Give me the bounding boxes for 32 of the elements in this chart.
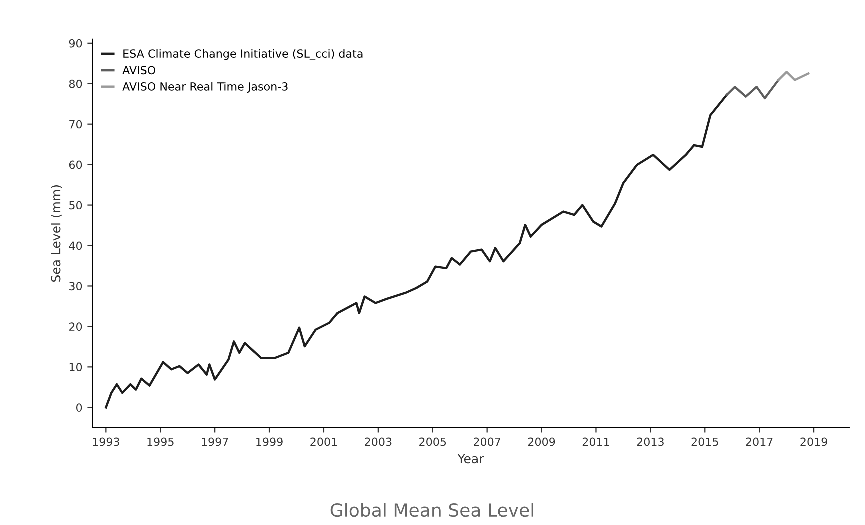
- y-tick-label: 40: [69, 242, 82, 250]
- y-tick-label: 60: [69, 160, 82, 170]
- x-tick-label: 1995: [148, 438, 174, 446]
- y-tick-label: 70: [70, 120, 82, 129]
- x-tick-label: 2015: [692, 438, 718, 446]
- text: Global Mean Sea Level: [330, 503, 534, 518]
- y-tick-label: 0: [76, 404, 82, 412]
- y-tick-label: 30: [70, 282, 82, 291]
- x-tick-label: 1997: [202, 438, 228, 446]
- y-tick-label: 10: [70, 363, 82, 372]
- x-tick-label: 2005: [420, 438, 446, 446]
- line-series: [726, 79, 780, 100]
- y-tick-label: 20: [70, 322, 82, 332]
- x-tick-label: 1999: [256, 438, 283, 446]
- y-axis-title: Sea Level (mm): [51, 186, 62, 282]
- x-tick-label: 2013: [637, 438, 664, 446]
- y-tick-label: 50: [70, 201, 82, 210]
- x-tick-label: 1993: [93, 438, 120, 446]
- legend-label: ESA Climate Change Initiative (SL_cci) data: [124, 49, 363, 60]
- line-series: [105, 94, 728, 409]
- legend-label: AVISO: [122, 66, 156, 75]
- x-tick-label: 2009: [528, 438, 556, 446]
- x-tick-label: 2011: [582, 438, 610, 446]
- x-tick-label: 2001: [310, 438, 338, 446]
- y-tick-label: 80: [69, 80, 82, 88]
- y-tick-label: 90: [69, 39, 82, 48]
- x-tick-label: 2007: [474, 438, 501, 446]
- x-tick-label: 2019: [800, 438, 828, 446]
- x-tick-label: 2017: [746, 438, 773, 446]
- x-tick-label: 2003: [365, 438, 392, 446]
- x-axis-title: Year: [458, 454, 484, 464]
- legend-label: AVISO Near Real Time Jason-3: [122, 82, 288, 93]
